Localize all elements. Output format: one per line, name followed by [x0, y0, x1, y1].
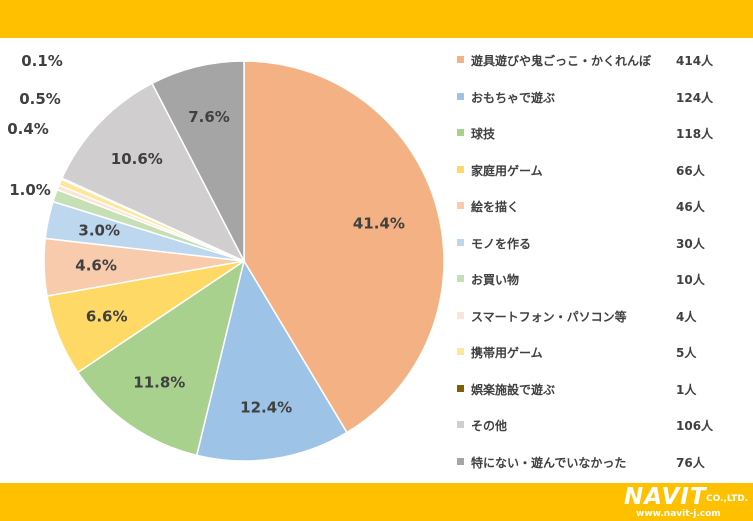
legend-swatch	[457, 421, 464, 428]
legend-item: お買い物 10人	[445, 271, 745, 308]
legend-swatch	[457, 384, 464, 392]
legend-item: 携帯用ゲーム 5人	[445, 344, 745, 381]
legend-count: 414人	[676, 54, 714, 68]
legend-count: 118人	[676, 127, 714, 141]
pie-chart: 41.4% 12.4% 11.8% 6.6% 4.6% 3.0% 1.0% 0.4% 0.5% 0…	[7, 52, 445, 462]
legend-count: 106人	[676, 419, 714, 433]
legend-swatch	[457, 457, 464, 465]
legend-label: モノを作る	[471, 236, 532, 251]
legend-label: 娯楽施設で遊ぶ	[471, 382, 556, 397]
pie-slice	[76, 259, 246, 457]
legend-swatch	[457, 202, 464, 209]
legend-count: 10人	[676, 273, 705, 287]
chart-legend: 遊具遊びや鬼ごっこ・かくれんぼ 414人おもちゃで遊ぶ 124人球技 118人家庭用ゲ…	[445, 52, 745, 490]
pie-slice	[60, 82, 246, 263]
legend-swatch	[457, 92, 464, 100]
legend-count: 124人	[676, 90, 714, 105]
legend-item: スマートフォン・パソコン等 4人	[445, 308, 745, 345]
legend-item: 特にない・遊んでいなかった 76人	[445, 454, 745, 491]
legend-label: 遊具遊びや鬼ごっこ・かくれんぼ	[471, 54, 652, 68]
legend-count: 4人	[676, 309, 697, 324]
legend-label: 絵を描く	[471, 200, 520, 214]
pie-slice	[195, 259, 348, 462]
slice-percent-label: 0.5%	[19, 90, 61, 108]
slice-percent-label: 6.6%	[86, 307, 128, 325]
logo-brand: NAVIT	[624, 484, 707, 510]
logo-url: www.navit-j.com	[636, 509, 721, 519]
slice-percent-label: 0.1%	[21, 52, 63, 70]
slice-percent-label: 0.4%	[7, 120, 49, 138]
legend-swatch	[457, 238, 464, 246]
legend-swatch	[457, 56, 464, 63]
legend-item: 球技 118人	[445, 125, 745, 162]
pie-slice	[151, 60, 245, 262]
legend-swatch	[457, 129, 464, 136]
legend-item: 家庭用ゲーム 66人	[445, 162, 745, 199]
legend-item: その他 106人	[445, 417, 745, 454]
slice-percent-label: 7.6%	[188, 108, 230, 126]
legend-label: 特にない・遊んでいなかった	[471, 455, 627, 470]
legend-item: 絵を描く 46人	[445, 198, 745, 235]
legend-swatch	[457, 311, 464, 319]
legend-swatch	[457, 348, 464, 355]
legend-label: その他	[471, 419, 508, 433]
company-logo: NAVIT CO.,LTD. www.navit-j.com	[622, 484, 750, 520]
slice-percent-label: 10.6%	[111, 150, 163, 168]
legend-count: 1人	[676, 382, 697, 397]
legend-item: 娯楽施設で遊ぶ 1人	[445, 381, 745, 418]
slice-percent-label: 4.6%	[75, 257, 117, 275]
legend-label: 球技	[471, 127, 496, 141]
legend-count: 5人	[676, 346, 697, 360]
legend-count: 46人	[676, 200, 705, 214]
legend-count: 66人	[676, 163, 705, 178]
legend-item: モノを作る 30人	[445, 235, 745, 272]
slice-percent-label: 11.8%	[133, 373, 185, 391]
pie-slice	[243, 60, 445, 434]
slice-percent-label: 12.4%	[240, 398, 292, 416]
slice-percent-label: 1.0%	[9, 181, 51, 199]
bottom-banner	[0, 483, 753, 521]
legend-label: 家庭用ゲーム	[471, 163, 543, 178]
legend-item: 遊具遊びや鬼ごっこ・かくれんぼ 414人	[445, 52, 745, 89]
legend-label: お買い物	[471, 273, 520, 287]
slice-percent-label: 3.0%	[78, 222, 120, 240]
logo-suffix: CO.,LTD.	[706, 494, 749, 504]
legend-label: スマートフォン・パソコン等	[471, 309, 627, 324]
legend-swatch	[457, 165, 464, 173]
legend-label: おもちゃで遊ぶ	[471, 90, 556, 105]
legend-label: 携帯用ゲーム	[471, 346, 543, 360]
top-banner	[0, 0, 753, 38]
legend-count: 76人	[676, 455, 705, 470]
legend-swatch	[457, 275, 464, 282]
legend-count: 30人	[676, 236, 705, 251]
slice-percent-label: 41.4%	[353, 215, 405, 233]
legend-item: おもちゃで遊ぶ 124人	[445, 89, 745, 126]
